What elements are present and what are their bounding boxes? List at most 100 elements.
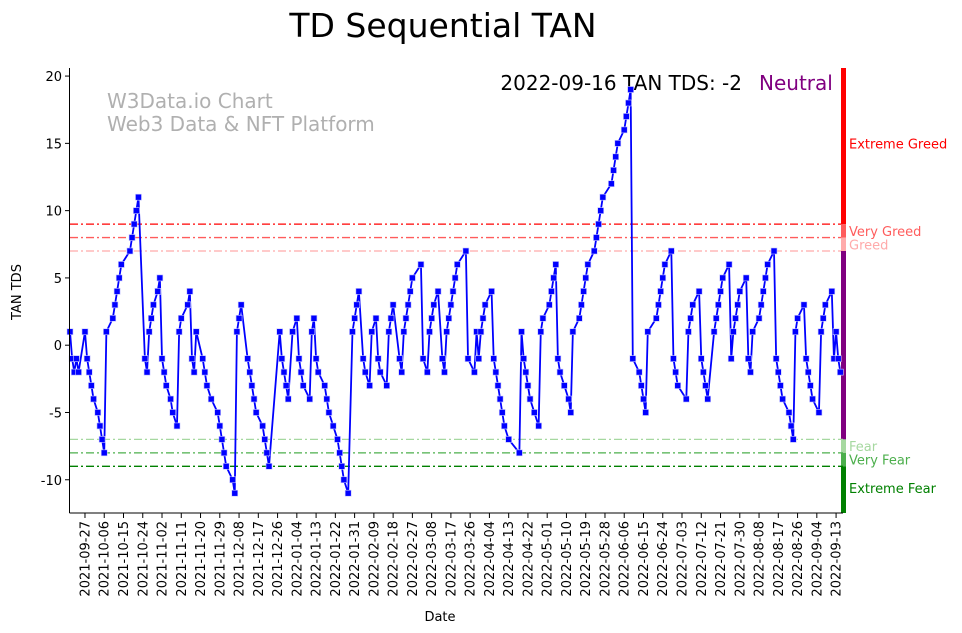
data-point [276,328,284,336]
data-point [141,355,149,362]
data-point [635,368,643,376]
data-point [447,301,455,309]
data-point [443,328,450,336]
data-point [314,368,322,376]
data-point [430,301,438,309]
data-point [173,422,181,430]
data-point [73,355,80,362]
x-axis-label: Date [424,610,455,625]
data-point [695,288,703,295]
sentiment-band [841,439,846,453]
data-point [199,355,206,362]
data-point [340,476,348,484]
data-point [118,261,125,268]
data-point [419,355,427,362]
sentiment-band [841,68,846,225]
data-point [128,234,136,241]
data-point [233,328,241,336]
x-tick-label: 2022-05-19 [579,521,594,597]
latest-value-annotation: 2022-09-16 TAN TDS: -2 [500,71,742,95]
data-point [434,288,442,295]
x-tick-label: 2022-03-17 [444,521,459,597]
y-tick-label: -10 [41,474,62,489]
data-point [222,463,230,470]
data-point [103,328,110,336]
data-point [203,382,211,389]
data-point [575,314,583,322]
data-point [88,382,95,389]
data-point [441,368,448,376]
data-point [428,314,435,322]
data-point [374,355,382,362]
data-point [355,288,363,295]
x-tick-label: 2022-02-09 [367,521,382,597]
sentiment-band [841,237,846,252]
data-point [734,301,741,309]
data-point [819,314,827,322]
data-point [133,207,140,214]
data-point [406,288,414,295]
data-point [614,140,622,147]
data-point [834,355,842,362]
data-point [75,368,82,376]
data-point [764,261,771,268]
data-point [567,409,575,416]
data-point [697,355,705,362]
data-point [730,328,737,336]
data-point [280,368,288,376]
data-point [329,422,337,430]
data-point [126,247,134,255]
threshold-label: Extreme Greed [849,137,947,152]
x-tick-label: 2021-11-29 [213,521,228,597]
data-point [518,328,525,336]
data-point [344,489,352,497]
data-point [464,355,472,362]
data-point [235,314,243,322]
chart-title: TD Sequential TAN [288,6,596,45]
data-point [400,328,408,336]
data-point [216,422,224,430]
data-point [770,247,778,255]
data-point [145,328,153,336]
x-tick-label: 2022-09-04 [810,521,825,597]
data-point [321,382,328,389]
sentiment-band [841,452,846,467]
x-tick-label: 2022-04-22 [521,521,536,597]
data-point [785,409,793,416]
data-point [192,328,200,336]
data-point [490,355,497,362]
data-point [745,355,752,362]
data-point [672,368,679,376]
data-point [325,409,333,416]
data-point [727,355,735,362]
data-point [376,368,384,376]
data-point [190,368,198,376]
data-point [409,274,416,282]
data-point [372,314,380,322]
data-point [498,409,506,416]
x-tick-label: 2022-08-17 [772,521,787,597]
data-point [306,395,313,403]
data-point [640,395,647,403]
x-tick-label: 2022-05-10 [560,521,575,597]
data-point [207,395,215,403]
data-point [334,436,341,443]
data-point [749,328,756,336]
data-point [160,368,168,376]
data-point [143,368,151,376]
data-point [150,301,157,309]
data-point [396,355,403,362]
data-point [642,409,649,416]
y-tick-label: 10 [45,205,62,220]
data-point [807,382,814,389]
data-point [787,422,795,430]
threshold-label: Very Fear [849,454,911,469]
data-point [550,274,557,282]
data-point [620,126,628,134]
data-point [477,328,485,336]
data-point [488,288,495,295]
data-point [832,328,840,336]
data-point [674,382,682,389]
data-point [704,395,711,403]
